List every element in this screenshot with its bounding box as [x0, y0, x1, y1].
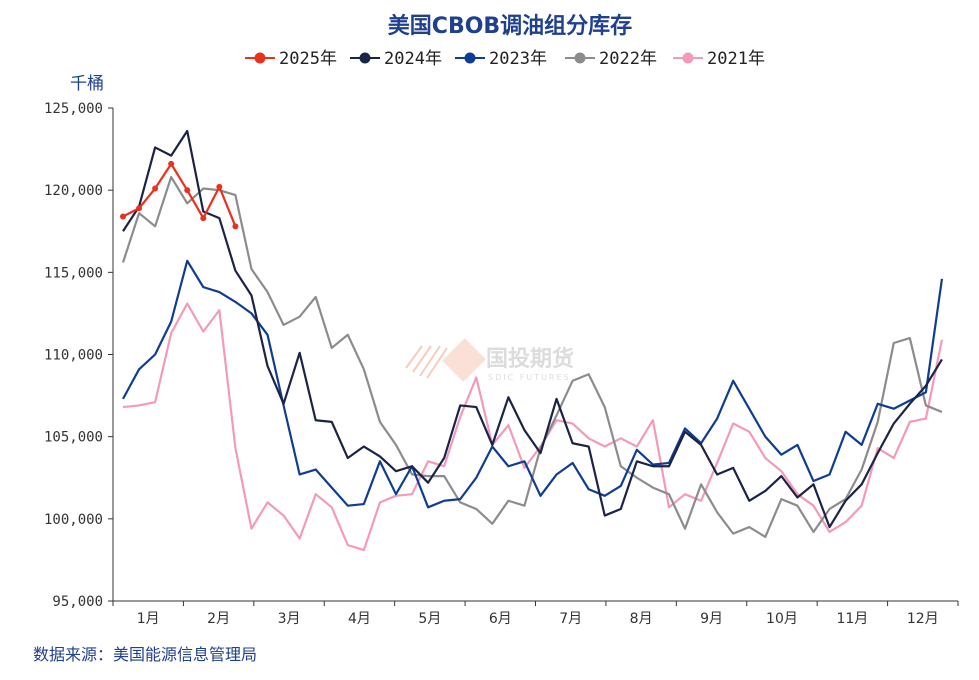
legend-label: 2023年 [489, 49, 547, 69]
legend-swatch-dot [359, 52, 371, 64]
legend-label: 2021年 [707, 49, 765, 69]
legend-swatch-dot [464, 52, 476, 64]
watermark-logo-mark [405, 338, 486, 382]
legend-item: 2024年 [350, 49, 442, 69]
y-tick-label: 105,000 [44, 430, 103, 446]
data-point [120, 213, 126, 220]
data-point [200, 215, 207, 222]
legend-item: 2025年 [245, 49, 337, 69]
legend-label: 2025年 [279, 49, 337, 69]
legend-label: 2024年 [384, 49, 442, 69]
y-axis-unit-label: 千桶 [70, 74, 104, 94]
x-tick-label: 1月 [137, 611, 160, 627]
y-tick-label: 125,000 [44, 101, 103, 117]
legend-item: 2021年 [673, 49, 765, 69]
series-line [122, 162, 237, 227]
legend: 2025年 2024年 2023年 2022年 2021年 [245, 49, 765, 69]
legend-item: 2023年 [455, 49, 547, 69]
data-point [136, 205, 143, 212]
x-tick-label: 8月 [630, 611, 653, 627]
y-axis-ticks: 125,000 120,000 115,000 110,000 105,000 100,0… [44, 101, 113, 610]
watermark-text: 国投期货 [486, 346, 574, 372]
series-line [122, 302, 944, 552]
data-point [184, 187, 191, 194]
series-line [122, 129, 943, 529]
legend-item: 2022年 [565, 49, 657, 69]
legend-swatch-dot [254, 52, 266, 64]
series-group [120, 129, 944, 552]
legend-swatch-dot [682, 52, 694, 64]
x-tick-label: 6月 [489, 611, 512, 627]
source-note: 数据来源：美国能源信息管理局 [33, 645, 257, 664]
series-2024年 [122, 129, 943, 529]
x-tick-label: 7月 [559, 611, 582, 627]
x-tick-label: 3月 [278, 611, 301, 627]
data-point [216, 183, 223, 190]
data-point [168, 160, 175, 167]
data-point [152, 185, 159, 192]
x-tick-label: 5月 [418, 611, 441, 627]
x-axis-ticks: 1月 2月 3月 4月 5月 6月 7月 8月 9月 10月 11月 12月 [112, 601, 959, 627]
chart-title: 美国CBOB调油组分库存 [388, 13, 632, 39]
x-tick-label: 11月 [836, 611, 868, 627]
data-point [232, 223, 239, 230]
y-tick-label: 95,000 [52, 594, 103, 610]
x-tick-label: 4月 [348, 611, 371, 627]
y-tick-label: 120,000 [44, 183, 103, 199]
legend-swatch-dot [574, 52, 586, 64]
x-tick-label: 12月 [907, 611, 939, 627]
y-tick-label: 110,000 [44, 348, 103, 364]
watermark-subtext: SDIC FUTURES [488, 373, 571, 382]
y-tick-label: 115,000 [44, 265, 103, 281]
x-tick-label: 10月 [766, 611, 798, 627]
x-tick-label: 2月 [207, 611, 230, 627]
x-tick-label: 9月 [700, 611, 723, 627]
y-tick-label: 100,000 [44, 512, 103, 528]
series-2021年 [122, 302, 944, 552]
series-2023年 [122, 259, 944, 509]
series-2025年 [120, 160, 239, 230]
watermark-logo: 国投期货 SDIC FUTURES [405, 338, 574, 382]
series-line [122, 259, 944, 509]
legend-label: 2022年 [599, 49, 657, 69]
